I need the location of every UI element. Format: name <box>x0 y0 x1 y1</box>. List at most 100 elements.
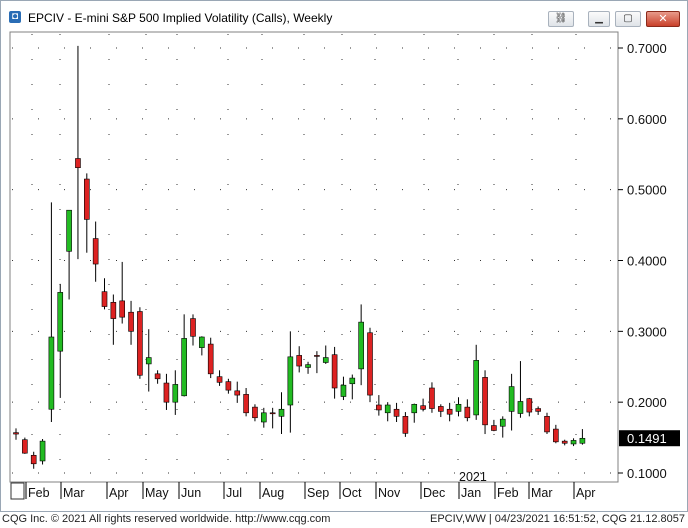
candle[interactable] <box>429 382 435 413</box>
candle[interactable] <box>207 337 214 379</box>
x-tick-label: Apr <box>576 486 595 500</box>
candle-body-down <box>163 382 170 403</box>
maximize-button[interactable]: ▢ <box>615 11 641 27</box>
candle[interactable] <box>128 300 134 345</box>
candle[interactable] <box>163 373 170 410</box>
candle[interactable] <box>296 346 303 373</box>
candle[interactable] <box>553 424 559 444</box>
candle[interactable] <box>22 437 28 454</box>
candle[interactable] <box>172 370 179 415</box>
candle-body-up <box>57 292 64 352</box>
candle[interactable] <box>13 428 19 440</box>
candle-body-down <box>269 412 276 415</box>
candle-body-down <box>526 398 533 413</box>
candle[interactable] <box>349 374 356 400</box>
candle[interactable] <box>473 344 480 420</box>
candle[interactable] <box>517 361 524 418</box>
candle[interactable] <box>446 402 453 422</box>
x-axis: Feb Mar Apr May Jun Jul Aug Sep Oct Nov Dec Jan Feb M… <box>10 470 618 500</box>
plot-area[interactable] <box>9 31 619 483</box>
candle-body-up <box>181 338 187 397</box>
y-axis: 0.1000 0.2000 0.3000 0.4000 0.5000 0.6000 0.70… <box>618 41 680 481</box>
candle-body-down <box>437 406 444 412</box>
x-tick-label: Apr <box>109 486 128 500</box>
candle[interactable] <box>482 370 488 435</box>
candle[interactable] <box>579 429 586 445</box>
candle[interactable] <box>137 307 143 379</box>
candle-body-down <box>154 373 161 380</box>
candle[interactable] <box>48 202 55 422</box>
close-button[interactable]: ✕ <box>646 11 680 27</box>
last-value-box <box>619 430 680 447</box>
candle[interactable] <box>570 438 577 447</box>
candle[interactable] <box>437 404 444 418</box>
candle[interactable] <box>57 283 64 398</box>
candle-body-up <box>570 440 577 445</box>
x-tick-label: Oct <box>342 486 362 500</box>
minimize-button[interactable]: ▁ <box>588 11 610 27</box>
candle-body-up <box>66 209 72 252</box>
candle[interactable] <box>110 294 117 345</box>
candle[interactable] <box>269 407 276 429</box>
candle[interactable] <box>252 404 258 422</box>
candle[interactable] <box>234 381 241 403</box>
candle[interactable] <box>491 419 497 432</box>
candle-body-down <box>119 300 125 318</box>
candle[interactable] <box>322 345 329 364</box>
candle[interactable] <box>384 402 391 422</box>
candle[interactable] <box>119 261 125 324</box>
candle[interactable] <box>340 376 347 401</box>
candle[interactable] <box>216 370 223 386</box>
candle[interactable] <box>358 304 364 386</box>
candle[interactable] <box>305 361 311 374</box>
candle[interactable] <box>455 397 462 417</box>
candle[interactable] <box>66 209 72 300</box>
candle[interactable] <box>331 346 338 399</box>
candle[interactable] <box>411 403 418 423</box>
candle[interactable] <box>199 336 205 356</box>
candle-body-up <box>199 336 205 348</box>
candle[interactable] <box>278 392 285 435</box>
candlestick-chart[interactable]: 0.1000 0.2000 0.3000 0.4000 0.5000 0.6000 0.70… <box>0 0 688 510</box>
candle[interactable] <box>393 402 400 422</box>
candle[interactable] <box>181 314 187 397</box>
candle[interactable] <box>535 406 541 415</box>
x-axis-scrollbar-thumb[interactable] <box>10 482 25 500</box>
x-tick-label: Mar <box>531 486 553 500</box>
candle[interactable] <box>314 351 320 374</box>
candle[interactable] <box>464 399 471 422</box>
candle[interactable] <box>39 439 46 465</box>
candle[interactable] <box>561 439 568 446</box>
candle[interactable] <box>84 173 90 253</box>
candle[interactable] <box>420 398 426 412</box>
candle[interactable] <box>287 331 294 433</box>
candle-body-down <box>446 408 453 415</box>
candle[interactable] <box>402 412 409 437</box>
candle[interactable] <box>499 416 506 438</box>
x-tick-label: Jul <box>226 486 242 500</box>
candle-body-down <box>137 311 143 376</box>
candle[interactable] <box>145 329 152 392</box>
candle[interactable] <box>508 373 515 431</box>
title-bar[interactable]: ◘ EPCIV - E-mini S&P 500 Implied Volatil… <box>1 1 687 33</box>
candle[interactable] <box>225 378 232 394</box>
candle[interactable] <box>92 221 99 282</box>
candle-body-down <box>429 387 435 409</box>
candle[interactable] <box>75 45 81 260</box>
candle[interactable] <box>243 388 249 417</box>
candle-body-down <box>101 291 108 307</box>
candle[interactable] <box>544 412 550 435</box>
candle-body-up <box>358 321 364 370</box>
candle[interactable] <box>30 451 37 469</box>
candle-body-down <box>553 428 559 443</box>
candle-body-up <box>48 336 55 410</box>
candle[interactable] <box>101 278 108 310</box>
candle[interactable] <box>367 327 373 403</box>
candle[interactable] <box>154 370 161 384</box>
candle-body-down <box>482 377 488 426</box>
link-icon[interactable]: ⛓ <box>548 11 574 27</box>
candle[interactable] <box>376 395 382 416</box>
candle[interactable] <box>526 397 533 417</box>
candle[interactable] <box>260 407 267 428</box>
candle[interactable] <box>190 314 196 346</box>
